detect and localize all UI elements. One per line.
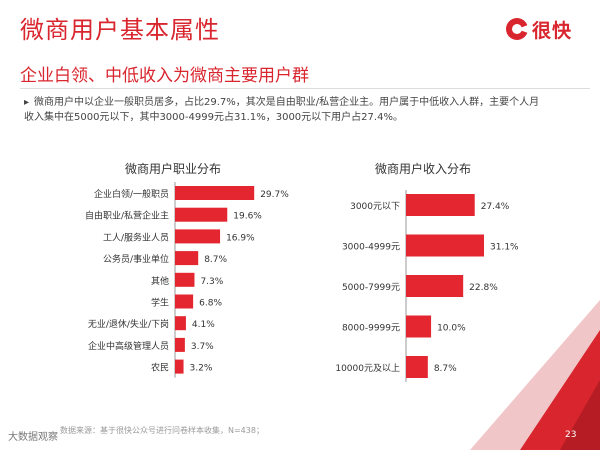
description-text: ▸ 微商用户中以企业一般职员居多，占比29.7%，其次是自由职业/私营企业主。用户… bbox=[24, 95, 584, 125]
bar bbox=[175, 186, 255, 200]
header-divider bbox=[20, 88, 590, 89]
bar bbox=[175, 316, 186, 331]
category-label: 5000-7999元 bbox=[342, 283, 400, 293]
bar bbox=[175, 337, 185, 352]
category-label: 自由职业/私营企业主 bbox=[85, 210, 169, 222]
bar bbox=[175, 294, 194, 309]
category-label: 学生 bbox=[151, 297, 169, 309]
value-label: 7.3% bbox=[200, 277, 223, 287]
bar bbox=[406, 234, 484, 257]
bar bbox=[175, 359, 184, 374]
category-label: 企业中高级管理人员 bbox=[88, 340, 169, 352]
category-label: 3000元以下 bbox=[350, 202, 400, 212]
category-label: 工人/服务业人员 bbox=[103, 231, 169, 243]
bar bbox=[175, 272, 195, 287]
value-label: 22.8% bbox=[469, 283, 498, 293]
page-subtitle: 企业白领、中低收入为微商主要用户群 bbox=[20, 66, 309, 86]
occupation-chart-title: 微商用户职业分布 bbox=[125, 162, 222, 176]
page-number: 23 bbox=[565, 430, 577, 440]
value-label: 8.7% bbox=[204, 255, 227, 265]
value-label: 6.8% bbox=[199, 299, 222, 309]
value-label: 29.7% bbox=[260, 190, 289, 200]
logo-mark-icon bbox=[506, 18, 528, 40]
data-source-note: 数据来源：基于很快公众号进行问卷样本收集，N=438； bbox=[60, 426, 264, 435]
watermark-text: 大数据观察 bbox=[8, 432, 58, 443]
category-label: 企业白领/一般职员 bbox=[94, 188, 169, 200]
triangle-right-icon: ▸ bbox=[24, 97, 30, 108]
category-label: 农民 bbox=[151, 362, 169, 374]
value-label: 4.1% bbox=[192, 320, 215, 330]
value-label: 3.2% bbox=[190, 364, 213, 374]
value-label: 27.4% bbox=[481, 202, 510, 212]
description-line-2: 收入集中在5000元以下，其中3000-4999元占31.1%，3000元以下用… bbox=[24, 112, 403, 123]
category-label: 3000-4999元 bbox=[342, 243, 400, 253]
bar bbox=[406, 194, 475, 216]
bar bbox=[406, 275, 464, 297]
brand-logo: 很快 bbox=[505, 14, 585, 44]
bar bbox=[175, 207, 228, 222]
bar bbox=[406, 315, 432, 338]
value-label: 10.0% bbox=[437, 324, 466, 334]
bar bbox=[175, 229, 221, 244]
value-label: 8.7% bbox=[434, 364, 457, 374]
category-label: 10000元及以上 bbox=[335, 363, 400, 374]
page-title: 微商用户基本属性 bbox=[20, 16, 220, 44]
description-line-1: 微商用户中以企业一般职员居多，占比29.7%，其次是自由职业/私营企业主。用户属… bbox=[34, 97, 540, 108]
bar bbox=[175, 251, 199, 266]
category-label: 其他 bbox=[151, 275, 169, 287]
category-label: 无业/退休/失业/下岗 bbox=[88, 318, 169, 330]
value-label: 3.7% bbox=[191, 342, 214, 352]
brand-name: 很快 bbox=[532, 20, 573, 42]
value-label: 31.1% bbox=[490, 243, 519, 253]
category-label: 8000-9999元 bbox=[342, 324, 400, 334]
category-label: 公务员/事业单位 bbox=[103, 253, 169, 265]
income-chart-title: 微商用户收入分布 bbox=[375, 162, 472, 176]
value-label: 16.9% bbox=[226, 233, 255, 243]
value-label: 19.6% bbox=[233, 212, 262, 222]
bar bbox=[406, 356, 428, 378]
